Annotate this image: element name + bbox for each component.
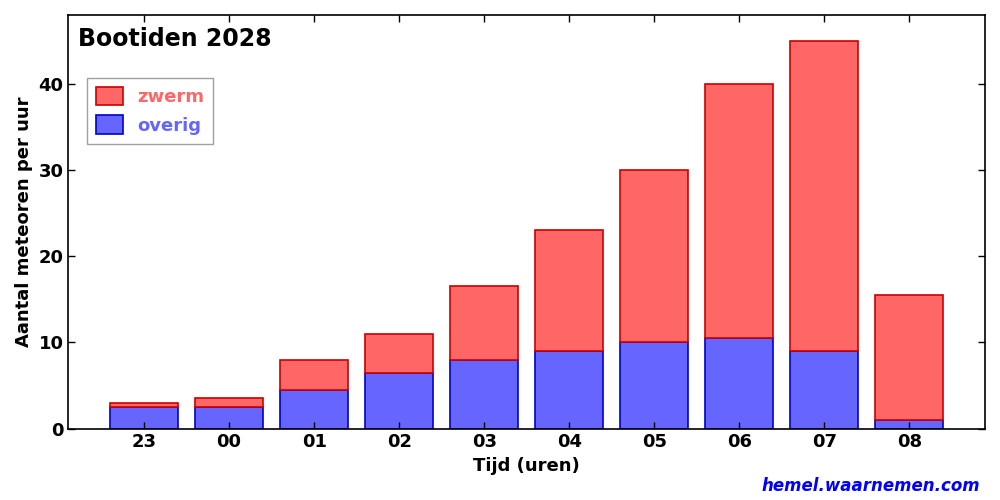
Bar [790,41,858,351]
Bar [450,360,518,428]
Bar [535,351,603,428]
Y-axis label: Aantal meteoren per uur: Aantal meteoren per uur [15,96,33,347]
X-axis label: Tijd (uren): Tijd (uren) [473,457,580,475]
Bar [790,351,858,428]
Bar [110,407,178,428]
Bar [620,170,688,342]
Bar [535,230,603,351]
Bar [365,372,433,428]
Bar [280,390,348,428]
Bar [620,342,688,428]
Bar [705,338,773,428]
Bar [875,420,943,428]
Bar [195,407,263,428]
Bar [365,334,433,372]
Bar [195,398,263,407]
Text: hemel.waarnemen.com: hemel.waarnemen.com [761,477,980,495]
Bar [110,402,178,407]
Bar [875,295,943,420]
Bar [705,84,773,338]
Bar [280,360,348,390]
Bar [450,286,518,360]
Legend: zwerm, overig: zwerm, overig [87,78,213,144]
Text: Bootiden 2028: Bootiden 2028 [78,28,271,52]
